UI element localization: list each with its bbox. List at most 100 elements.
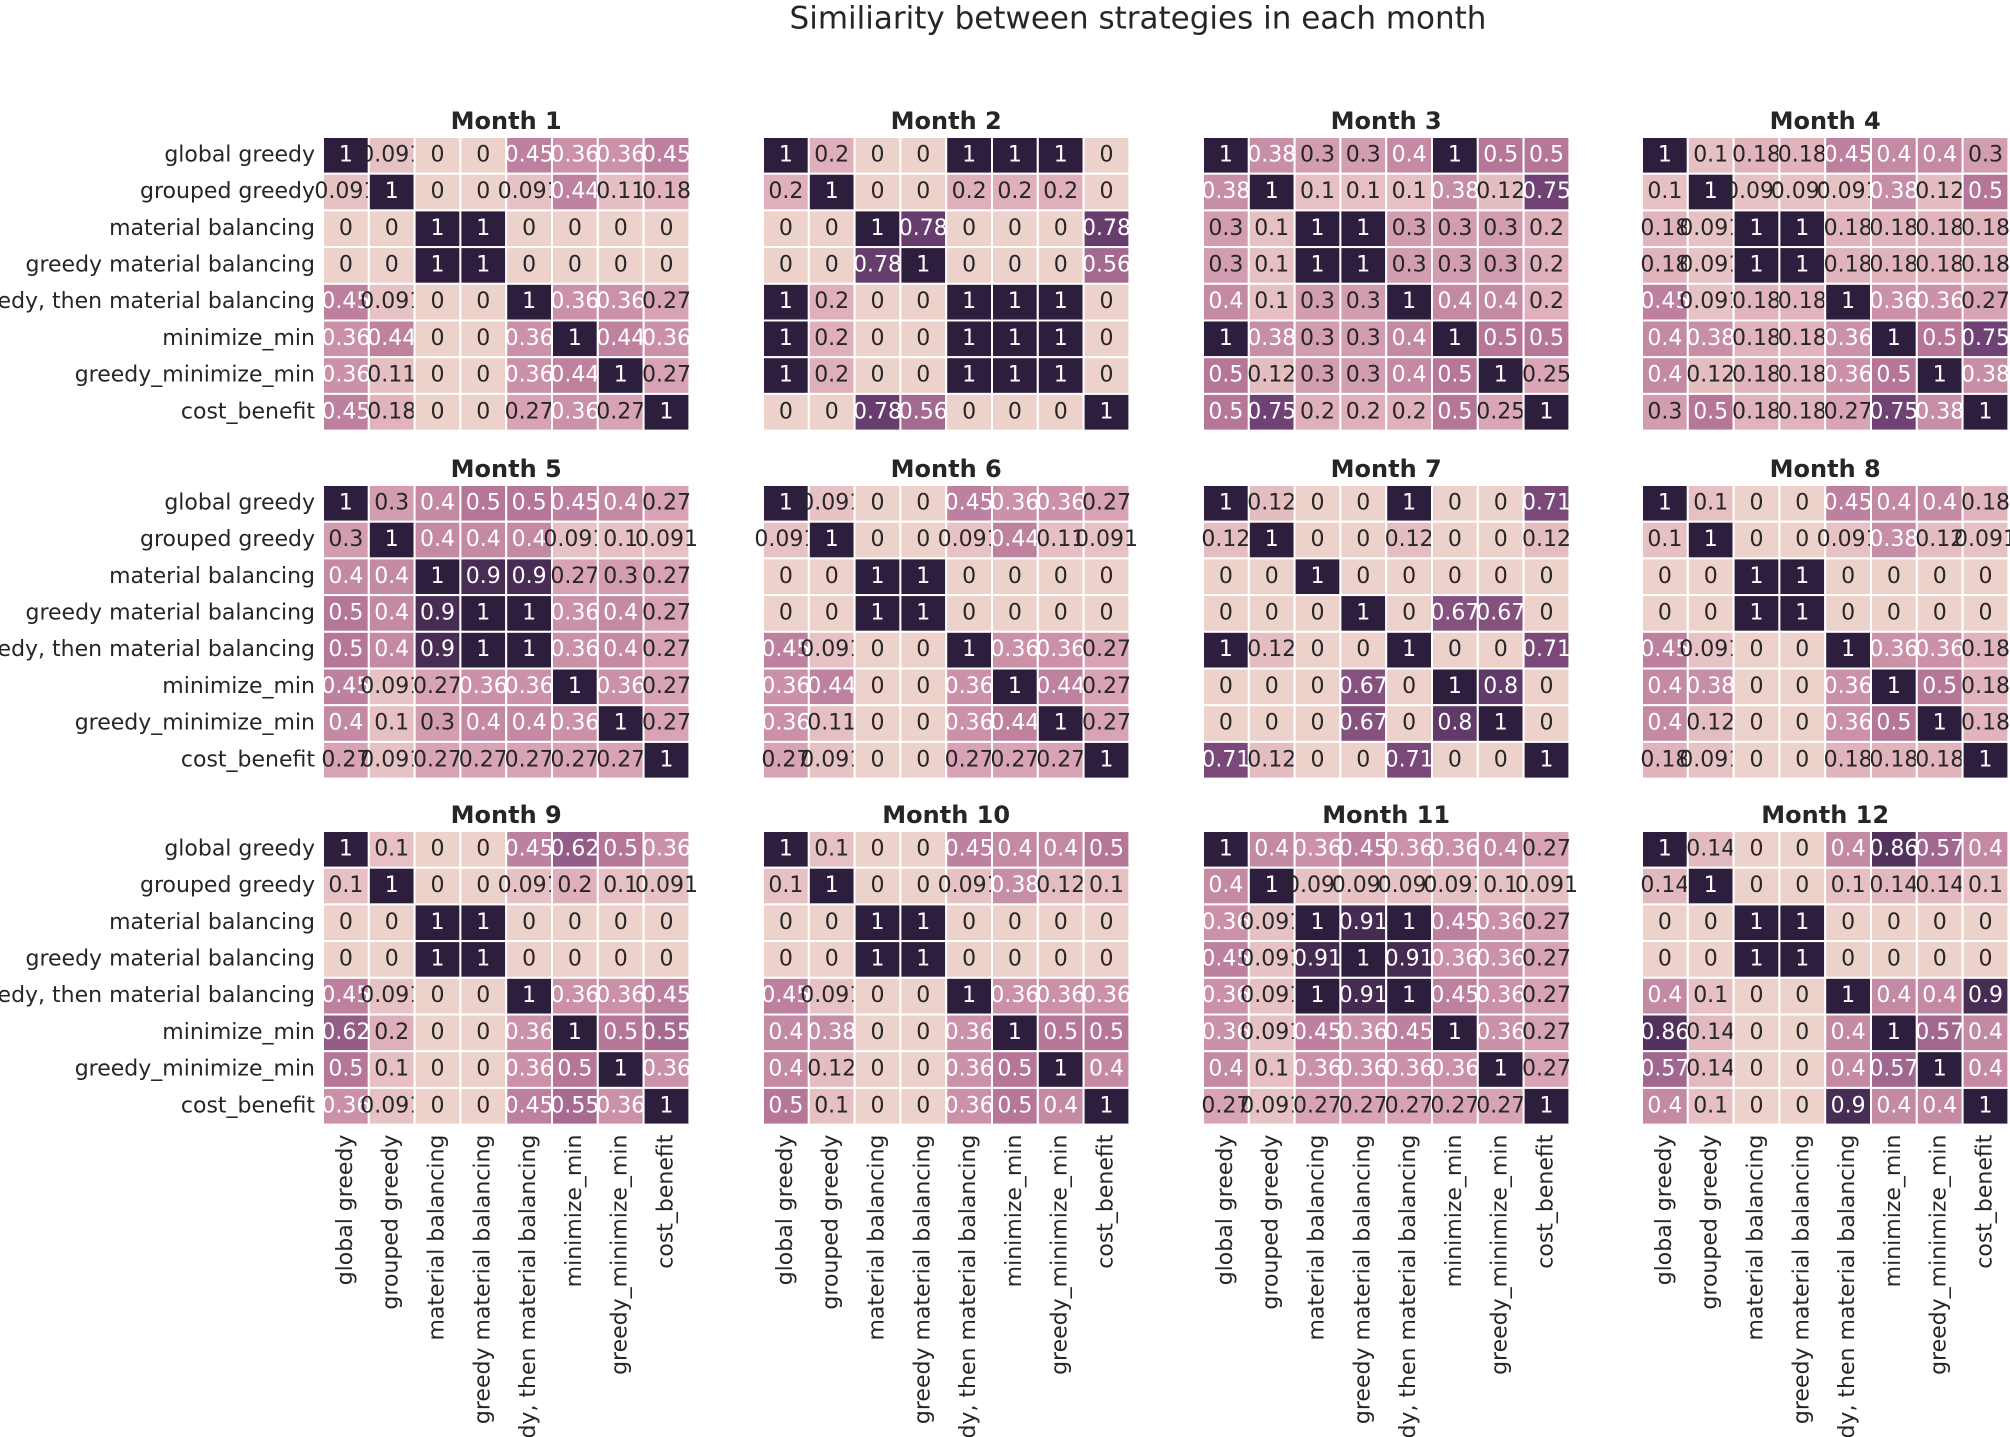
cell-label: 0.36 — [550, 711, 599, 736]
heatmap-cell — [1686, 1086, 1735, 1126]
cell-label: 0 — [614, 252, 628, 277]
heatmap-cell — [1431, 866, 1479, 906]
heatmap-cell — [1082, 667, 1131, 707]
heatmap-cell — [1339, 740, 1388, 780]
cell-label: 0 — [1100, 179, 1114, 204]
cell-label: 0 — [1265, 711, 1279, 736]
x-tick-label: greedy, then material balancing — [956, 1135, 981, 1437]
cell-label: 0.091 — [1378, 873, 1441, 898]
cell-label: 0 — [1979, 600, 1993, 625]
cell-label: 0 — [1841, 600, 1855, 625]
cell-label: 0 — [1933, 600, 1947, 625]
heatmap-cell — [762, 940, 810, 979]
cell-label: 0.4 — [1208, 873, 1243, 898]
cell-label: 1 — [1795, 564, 1809, 589]
cell-label: 0.2 — [952, 179, 987, 204]
heatmap-cell — [1431, 630, 1479, 670]
cell-label: 0.5 — [1089, 836, 1124, 861]
cell-label: 0 — [568, 252, 582, 277]
cell-label: 0.2 — [814, 142, 849, 167]
cell-label: 0.27 — [1824, 399, 1873, 424]
cell-label: 0.4 — [1437, 289, 1472, 314]
cell-label: 0 — [431, 1057, 445, 1082]
cell-label: 1 — [431, 216, 445, 241]
cell-label: 0.44 — [596, 326, 645, 351]
x-tick-label: greedy_minimize_min — [1927, 1135, 1952, 1375]
cell-label: 1 — [1100, 399, 1114, 424]
y-tick-label: greedy material balancing — [26, 600, 316, 625]
cell-label: 0.27 — [642, 289, 691, 314]
cell-label: 0.4 — [328, 564, 363, 589]
cell-label: 0.3 — [1392, 252, 1427, 277]
cell-label: 0.27 — [1522, 1057, 1571, 1082]
cell-label: 0.71 — [1522, 490, 1571, 515]
cell-label: 0 — [522, 946, 536, 971]
cell-label: 0 — [1540, 674, 1554, 699]
x-tick-label: greedy_minimize_min — [1488, 1135, 1513, 1375]
cell-label: 0.78 — [853, 252, 902, 277]
cell-label: 0 — [1887, 600, 1901, 625]
y-tick-label: material balancing — [109, 910, 315, 935]
cell-label: 0.36 — [642, 326, 691, 351]
cell-label: 1 — [476, 910, 490, 935]
cell-label: 0.27 — [1082, 711, 1131, 736]
cell-label: 0 — [1795, 1093, 1809, 1118]
heatmap-cell — [1476, 392, 1525, 432]
heatmap-cell — [1641, 1013, 1689, 1053]
cell-label: 0.4 — [1208, 289, 1243, 314]
cell-label: 0.27 — [1201, 1093, 1250, 1118]
cell-label: 0.36 — [642, 1057, 691, 1082]
heatmap-cell — [642, 830, 691, 869]
cell-label: 0.18 — [1778, 142, 1827, 167]
cell-label: 0.4 — [1208, 1057, 1243, 1082]
cell-label: 0 — [779, 564, 793, 589]
cell-label: 0.12 — [1247, 490, 1296, 515]
heatmap-cell — [1431, 282, 1479, 322]
cell-label: 1 — [1841, 983, 1855, 1008]
cell-label: 0.4 — [997, 836, 1032, 861]
heatmap-cell — [1082, 136, 1131, 175]
cell-label: 1 — [1311, 910, 1325, 935]
y-tick-label: minimize_min — [162, 326, 315, 351]
figure-title: Similiarity between strategies in each m… — [790, 1, 1487, 37]
heatmap-cell — [1476, 172, 1525, 212]
cell-label: 0.9 — [512, 564, 547, 589]
cell-label: 0 — [1265, 564, 1279, 589]
x-tick-label: minimize_min — [1442, 1135, 1467, 1288]
heatmap-cell — [505, 356, 554, 395]
cell-label: 0.5 — [328, 1057, 363, 1082]
cell-label: 0.4 — [1922, 142, 1957, 167]
cell-label: 0.45 — [505, 836, 554, 861]
cell-label: 1 — [1311, 983, 1325, 1008]
heatmap-cell — [1641, 209, 1689, 249]
cell-label: 0 — [871, 363, 885, 388]
heatmap-cell — [1778, 172, 1827, 212]
cell-label: 1 — [568, 674, 582, 699]
cell-label: 0.091 — [543, 527, 606, 552]
cell-label: 0.091 — [1817, 527, 1880, 552]
cell-label: 1 — [1356, 600, 1370, 625]
heatmap-cell — [1778, 484, 1827, 523]
heatmap-cell — [367, 903, 416, 943]
cell-label: 0.4 — [374, 564, 409, 589]
x-tick-label: greedy_minimize_min — [1048, 1135, 1073, 1375]
cell-label: 0.36 — [1201, 983, 1250, 1008]
cell-label: 0.4 — [1922, 490, 1957, 515]
heatmap-cell — [642, 246, 691, 285]
cell-label: 1 — [916, 910, 930, 935]
heatmap-cell — [505, 667, 554, 707]
heatmap-cell — [762, 356, 810, 395]
cell-label: 0.71 — [1201, 747, 1250, 772]
cell-label: 0 — [1356, 490, 1370, 515]
cell-label: 0 — [1008, 946, 1022, 971]
cell-label: 0.36 — [459, 674, 508, 699]
cell-label: 0 — [916, 711, 930, 736]
cell-label: 0.36 — [1385, 836, 1434, 861]
cell-label: 1 — [385, 179, 399, 204]
panel-title: Month 1 — [451, 107, 562, 135]
heatmap-cell — [1476, 356, 1525, 395]
cell-label: 0 — [1448, 747, 1462, 772]
cell-label: 1 — [1311, 252, 1325, 277]
x-tick-label: material balancing — [1305, 1135, 1330, 1341]
cell-label: 0.4 — [1968, 1057, 2003, 1082]
